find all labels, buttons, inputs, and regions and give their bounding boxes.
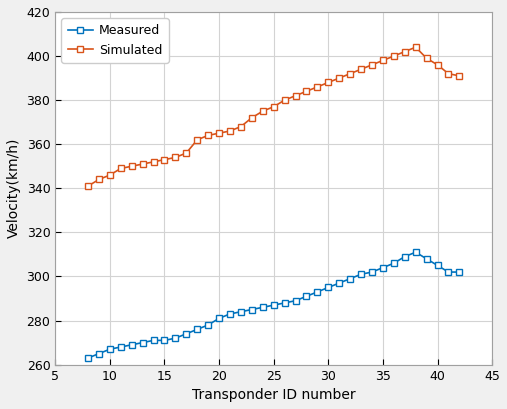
Measured bbox=[161, 338, 167, 343]
Measured bbox=[183, 331, 189, 336]
Measured bbox=[139, 340, 146, 345]
Measured bbox=[216, 316, 222, 321]
Simulated bbox=[293, 93, 299, 98]
Simulated bbox=[456, 74, 462, 79]
Simulated bbox=[423, 56, 429, 61]
Simulated bbox=[402, 49, 408, 54]
Simulated bbox=[118, 166, 124, 171]
Line: Measured: Measured bbox=[85, 249, 463, 362]
Measured bbox=[413, 250, 419, 255]
Measured bbox=[358, 272, 364, 277]
Measured bbox=[227, 312, 233, 317]
Measured bbox=[380, 265, 386, 270]
Measured bbox=[445, 270, 451, 274]
Simulated bbox=[260, 109, 266, 114]
Measured bbox=[434, 263, 441, 268]
X-axis label: Transponder ID number: Transponder ID number bbox=[192, 388, 355, 402]
Simulated bbox=[380, 58, 386, 63]
Measured bbox=[271, 303, 277, 308]
Simulated bbox=[347, 71, 353, 76]
Measured bbox=[85, 355, 91, 360]
Measured bbox=[293, 298, 299, 303]
Measured bbox=[325, 285, 332, 290]
Simulated bbox=[139, 162, 146, 166]
Simulated bbox=[434, 63, 441, 67]
Legend: Measured, Simulated: Measured, Simulated bbox=[61, 18, 169, 63]
Measured bbox=[129, 342, 135, 347]
Simulated bbox=[194, 137, 200, 142]
Y-axis label: Velocity(km/h): Velocity(km/h) bbox=[7, 138, 21, 238]
Measured bbox=[194, 327, 200, 332]
Simulated bbox=[271, 104, 277, 109]
Simulated bbox=[314, 84, 320, 89]
Measured bbox=[336, 281, 342, 285]
Measured bbox=[238, 309, 244, 314]
Simulated bbox=[107, 173, 113, 178]
Measured bbox=[151, 338, 157, 343]
Measured bbox=[260, 305, 266, 310]
Simulated bbox=[172, 155, 178, 160]
Simulated bbox=[183, 151, 189, 155]
Measured bbox=[96, 351, 102, 356]
Simulated bbox=[358, 67, 364, 72]
Measured bbox=[172, 336, 178, 341]
Simulated bbox=[391, 54, 397, 58]
Simulated bbox=[413, 45, 419, 49]
Simulated bbox=[445, 71, 451, 76]
Measured bbox=[205, 323, 211, 328]
Measured bbox=[369, 270, 375, 274]
Simulated bbox=[96, 177, 102, 182]
Measured bbox=[118, 344, 124, 349]
Simulated bbox=[216, 131, 222, 136]
Measured bbox=[391, 261, 397, 266]
Measured bbox=[423, 256, 429, 261]
Simulated bbox=[227, 128, 233, 133]
Simulated bbox=[369, 63, 375, 67]
Measured bbox=[402, 254, 408, 259]
Line: Simulated: Simulated bbox=[85, 44, 463, 189]
Simulated bbox=[161, 157, 167, 162]
Simulated bbox=[336, 76, 342, 81]
Simulated bbox=[238, 124, 244, 129]
Simulated bbox=[129, 164, 135, 169]
Simulated bbox=[249, 115, 255, 120]
Measured bbox=[303, 294, 309, 299]
Measured bbox=[107, 347, 113, 352]
Simulated bbox=[303, 89, 309, 94]
Measured bbox=[249, 307, 255, 312]
Measured bbox=[314, 290, 320, 294]
Simulated bbox=[281, 98, 287, 103]
Simulated bbox=[205, 133, 211, 138]
Measured bbox=[347, 276, 353, 281]
Measured bbox=[456, 270, 462, 274]
Simulated bbox=[325, 80, 332, 85]
Measured bbox=[281, 301, 287, 306]
Simulated bbox=[85, 184, 91, 189]
Simulated bbox=[151, 160, 157, 164]
